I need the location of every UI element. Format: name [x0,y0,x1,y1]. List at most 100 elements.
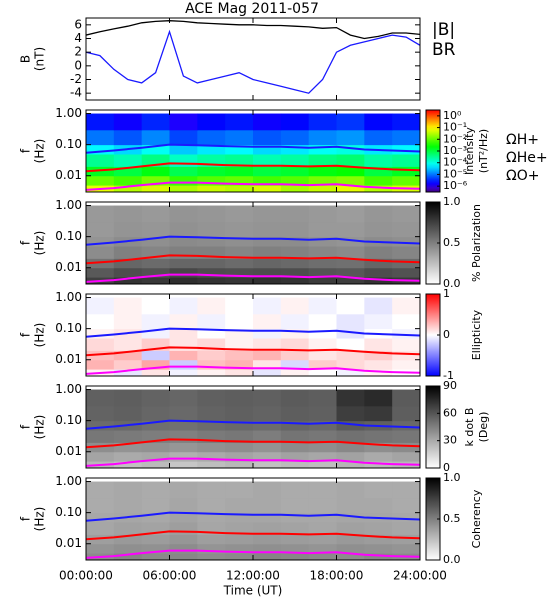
heatmap-cell [197,113,226,131]
heatmap-cell [225,369,254,376]
heatmap-cell [392,221,420,238]
heatmap-cell [141,451,170,462]
heatmap-cell [169,350,198,361]
heatmap-cell [364,481,393,499]
heatmap-cell [86,442,115,453]
heatmap-cell [86,166,115,177]
heatmap-cell [253,221,282,238]
heatmap-cell [197,451,226,462]
heatmap-cell [141,185,170,192]
heatmap-cell [225,350,254,361]
y-tick-label: 0.10 [55,321,82,335]
heatmap-cell [392,297,420,315]
heatmap-cell [86,175,115,186]
heatmap-cell [392,420,420,431]
heatmap-cell [86,451,115,462]
heatmap-cell [169,154,198,167]
heatmap-cell [364,246,393,259]
y-axis-label: f [19,332,33,337]
heatmap-cell [336,522,365,535]
heatmap-cell [280,221,310,238]
heatmap-cell [392,144,420,155]
heatmap-cell [197,389,226,407]
heatmap-cell [364,405,393,422]
heatmap-cell [113,313,143,330]
heatmap-cell [169,313,198,330]
heatmap-cell [280,420,310,431]
heatmap-cell [86,144,115,155]
heatmap-cell [253,553,282,560]
heatmap-cell [280,185,310,192]
heatmap-cell [392,113,420,131]
y-tick-label: 0.01 [55,352,82,366]
heatmap-cell [113,405,143,422]
heatmap-cell [308,221,337,238]
heatmap-cell [280,430,310,443]
heatmap-cell [392,267,420,278]
colorbar-tick-label: 10⁻⁶ [443,179,468,192]
heatmap-cell [364,205,393,223]
heatmap-cell [169,359,198,370]
colorbar-tick-label: 10⁻² [443,132,467,145]
plot-area [86,297,420,376]
colorbar-tick-label: 0.0 [443,553,461,566]
heatmap-cell [253,359,282,370]
heatmap-cell [141,113,170,131]
heatmap-cell [141,221,170,238]
heatmap-cell [169,113,198,131]
heatmap-cell [225,481,254,499]
heatmap-cell [308,430,337,443]
heatmap-cell [392,543,420,554]
heatmap-cell [169,185,198,192]
heatmap-cell [364,442,393,453]
y-tick-label: 6 [74,17,82,31]
heatmap-cell [364,277,393,284]
heatmap-cell [280,442,310,453]
heatmap-cell [197,258,226,269]
heatmap-cell [253,144,282,155]
series-line [86,457,420,467]
series-line [86,419,420,430]
heatmap-cell [169,267,198,278]
y-axis-label: (Hz) [33,231,47,256]
heatmap-cell [280,154,310,167]
heatmap-cell [308,497,337,514]
heatmap-cell [86,497,115,514]
heatmap-cell [225,512,254,523]
heatmap-cell [169,543,198,554]
y-axis-label: f [19,148,33,153]
heatmap-cell [113,221,143,238]
heatmap-cell [253,497,282,514]
heatmap-cell [169,420,198,431]
heatmap-cell [86,313,115,330]
heatmap-cell [86,350,115,361]
heatmap-cell [141,205,170,223]
heatmap-cell [169,369,198,376]
heatmap-cell [225,451,254,462]
heatmap-cell [141,420,170,431]
heatmap-cell [113,338,143,351]
heatmap-cell [197,129,226,146]
heatmap-cell [308,154,337,167]
heatmap-cell [308,359,337,370]
heatmap-cell [336,369,365,376]
heatmap-cell [169,461,198,468]
heatmap-cell [392,313,420,330]
heatmap-cell [336,461,365,468]
colorbar-label: Ellipticity [470,309,483,360]
heatmap-cell [113,389,143,407]
heatmap-cell [197,350,226,361]
heatmap-cell [336,113,365,131]
heatmap-cell [86,297,115,315]
heatmap-cell [392,481,420,499]
heatmap-cell [113,297,143,315]
heatmap-cell [225,236,254,247]
heatmap-cell [225,359,254,370]
heatmap-cell [225,144,254,155]
y-tick-label: 4 [74,31,82,45]
heatmap-cell [113,359,143,370]
heatmap-cell [141,267,170,278]
heatmap-cell [197,420,226,431]
y-tick-label: 1.00 [55,198,82,212]
series-line [86,327,420,338]
